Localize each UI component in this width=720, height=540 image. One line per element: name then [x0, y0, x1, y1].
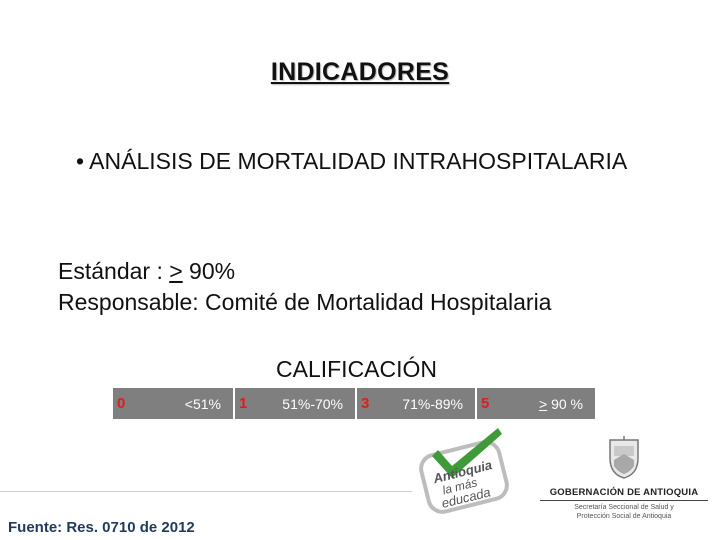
gobernacion-name: GOBERNACIÓN DE ANTIOQUIA: [549, 487, 699, 498]
scale-score: 1: [239, 395, 248, 412]
standard-line: Estándar : > 90%: [58, 256, 551, 287]
scale-score: 5: [481, 395, 490, 412]
footer-divider: [0, 491, 412, 492]
standard-value: 90%: [182, 258, 236, 284]
scale-cell-3: 3 71%-89%: [357, 388, 477, 419]
gobernacion-logo: GOBERNACIÓN DE ANTIOQUIA Secretaría Secc…: [534, 436, 714, 521]
scale-range: > 90 %: [539, 396, 595, 412]
scale-ge-symbol: >: [539, 395, 548, 412]
scale-range: 51%-70%: [282, 395, 343, 412]
indicator-bullet: • ANÁLISIS DE MORTALIDAD INTRAHOSPITALAR…: [76, 148, 628, 174]
scale-cell-0: 0 <51%: [113, 388, 235, 419]
antioquia-la-mas-educada-logo: Antioquia la más educada: [418, 424, 518, 519]
scale-range: <51%: [184, 395, 221, 412]
calificacion-heading: CALIFICACIÓN: [276, 356, 438, 382]
coat-of-arms-icon: [609, 436, 639, 479]
source-note: Fuente: Res. 0710 de 2012: [8, 519, 195, 536]
scale-range-value: 90 %: [547, 395, 583, 412]
gobernacion-sub2: Protección Social de Antioquia: [576, 513, 672, 520]
standard-label: Estándar :: [58, 258, 170, 284]
gobernacion-sub1: Secretaría Seccional de Salud y: [574, 504, 674, 511]
scale-score: 3: [361, 395, 370, 412]
scale-range: 71%-89%: [402, 395, 463, 412]
scale-cell-5: 5 > 90 %: [477, 388, 595, 419]
scale-score: 0: [117, 395, 126, 412]
scale-cell-1: 1 51%-70%: [235, 388, 357, 419]
responsible-line: Responsable: Comité de Mortalidad Hospit…: [58, 289, 552, 315]
calificacion-scale: 0 <51% 1 51%-70% 3 71%-89% 5 > 90 %: [113, 388, 595, 419]
page-title: INDICADORES: [270, 58, 450, 86]
gobernacion-rule: [540, 500, 708, 501]
standard-ge-symbol: >: [169, 258, 183, 284]
standard-block: Estándar : > 90% Responsable: Comité de …: [58, 256, 551, 318]
antioquia-logo-icon: Antioquia la más educada: [419, 428, 509, 514]
